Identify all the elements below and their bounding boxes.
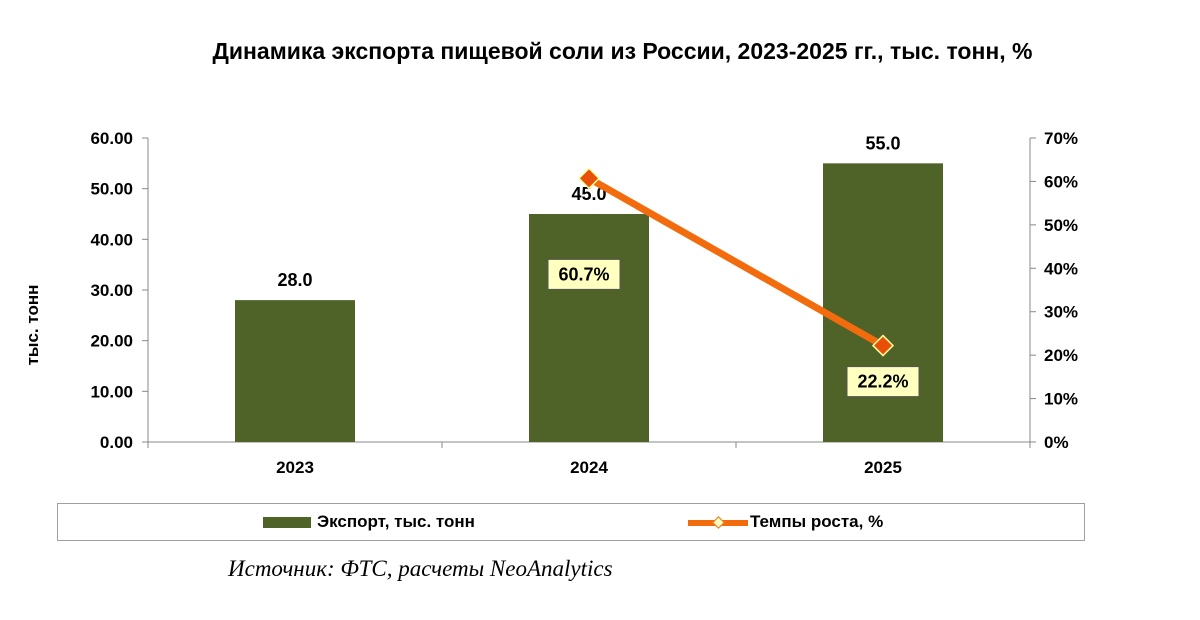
growth-line xyxy=(585,174,887,350)
growth-point-marker xyxy=(871,334,895,357)
y-tick-label-left: 30.00 xyxy=(90,281,133,300)
legend-label-growth: Темпы роста, % xyxy=(750,512,884,531)
y-tick-label-right: 0% xyxy=(1044,433,1069,452)
x-tick-label: 2024 xyxy=(570,458,608,477)
y-tick-label-left: 0.00 xyxy=(100,433,133,452)
source-note: Источник: ФТС, расчеты NeoAnalytics xyxy=(228,556,613,581)
y-tick-label-left: 20.00 xyxy=(90,332,133,351)
y-tick-label-right: 50% xyxy=(1044,216,1078,235)
bar-data-label: 45.0 xyxy=(571,184,606,204)
y-tick-label-left: 40.00 xyxy=(90,230,133,249)
legend-swatch-export xyxy=(263,517,311,529)
chart-title: Динамика экспорта пищевой соли из России… xyxy=(212,38,1033,64)
legend-item-export: Экспорт, тыс. тонн xyxy=(263,512,475,532)
bar xyxy=(235,300,355,442)
chart-canvas: 0.00 10.00 20.00 30.00 40.00 50.00 60.00 0% 10% 2… xyxy=(90,129,1078,477)
y-tick-label-left: 60.00 xyxy=(90,129,133,148)
y-tick-label-right: 70% xyxy=(1044,129,1078,148)
growth-point-marker xyxy=(577,167,601,190)
x-tick-label: 2023 xyxy=(276,458,314,477)
y-tick-label-right: 10% xyxy=(1044,390,1078,409)
growth-data-label: 60.7% xyxy=(558,264,609,284)
legend-item-growth: Темпы роста, % xyxy=(688,512,883,532)
y-tick-label-right: 30% xyxy=(1044,303,1078,322)
growth-label-box xyxy=(846,366,920,398)
y-tick-label-right: 40% xyxy=(1044,259,1078,278)
x-tick-label: 2025 xyxy=(864,458,902,477)
bar-data-label: 55.0 xyxy=(865,133,900,153)
legend-label-export: Экспорт, тыс. тонн xyxy=(317,512,475,531)
y-tick-label-right: 60% xyxy=(1044,172,1078,191)
bar-data-label: 28.0 xyxy=(277,270,312,290)
bar xyxy=(529,214,649,442)
growth-data-label: 22.2% xyxy=(857,372,908,392)
y-tick-label-left: 50.00 xyxy=(90,180,133,199)
growth-label-box xyxy=(547,258,621,290)
bar xyxy=(823,163,943,443)
legend-swatch-growth xyxy=(688,515,748,529)
legend: Экспорт, тыс. тонн Темпы роста, % xyxy=(57,503,1085,541)
y-tick-label-left: 10.00 xyxy=(90,382,133,401)
y-tick-label-right: 20% xyxy=(1044,346,1078,365)
